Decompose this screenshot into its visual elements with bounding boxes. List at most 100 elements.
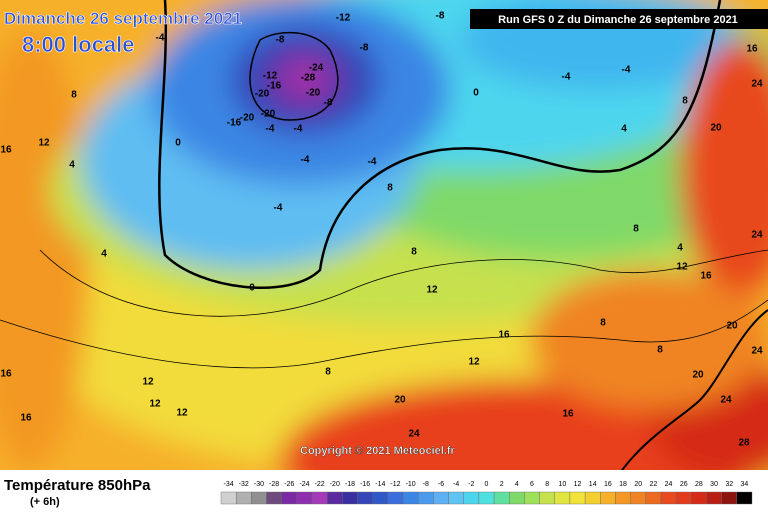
scale-swatch — [660, 491, 677, 505]
contour-label: -4 — [274, 203, 283, 214]
forecast-step: (+ 6h) — [30, 496, 60, 508]
scale-swatch — [645, 491, 662, 505]
contour-label: -4 — [622, 65, 631, 76]
contour-label: 8 — [600, 318, 606, 329]
scale-swatch — [691, 491, 707, 505]
contour-label: 16 — [0, 369, 12, 380]
scale-label: -28 — [269, 481, 279, 488]
contour-label: 8 — [657, 345, 663, 356]
scale-label: 16 — [604, 481, 612, 488]
scale-label: 4 — [515, 481, 519, 488]
scale-swatch — [675, 491, 692, 505]
contour-label: -20 — [306, 88, 321, 99]
contour-label: 8 — [387, 183, 393, 194]
scale-swatch — [357, 491, 373, 505]
contour-label: 16 — [700, 271, 712, 282]
contour-label: 16 — [498, 330, 510, 341]
scale-swatch — [478, 491, 495, 505]
date-title: Dimanche 26 septembre 2021 — [4, 9, 242, 28]
contour-label: -8 — [324, 98, 333, 109]
contour-label: 24 — [751, 230, 763, 241]
run-box — [470, 9, 768, 29]
scale-swatch — [706, 491, 722, 505]
scale-swatch — [721, 491, 738, 505]
scale-swatch — [251, 491, 267, 505]
contour-label: -4 — [266, 124, 275, 135]
contour-label: 12 — [426, 285, 438, 296]
local-time: 8:00 locale — [22, 32, 135, 57]
contour-label: -12 — [263, 71, 278, 82]
scale-label: 32 — [725, 481, 733, 488]
scale-swatch — [281, 491, 298, 505]
scale-swatch — [433, 491, 449, 505]
contour-label: 8 — [682, 96, 688, 107]
scale-swatch — [539, 491, 555, 505]
scale-label: 6 — [530, 481, 534, 488]
footer-bar — [0, 470, 768, 512]
contour-label: 24 — [720, 395, 732, 406]
scale-label: 0 — [485, 481, 489, 488]
scale-swatch — [736, 491, 753, 505]
contour-label: 12 — [149, 399, 161, 410]
contour-label: 8 — [633, 224, 639, 235]
contour-label: 12 — [176, 408, 188, 419]
contour-label: 20 — [710, 123, 722, 134]
scale-label: 24 — [665, 481, 673, 488]
contour-label: -20 — [255, 89, 270, 100]
contour-label: 20 — [726, 321, 738, 332]
scale-swatch — [342, 491, 358, 505]
scale-label: 34 — [741, 481, 749, 488]
contour-labels: -4 -8-12-8-24-28-12-16-20 -20-16-20 -20-8-4… — [0, 11, 763, 449]
contour-label: 16 — [562, 409, 574, 420]
scale-swatch — [402, 491, 419, 505]
contour-label: 20 — [394, 395, 406, 406]
scale-swatch — [554, 491, 571, 505]
contour-label: -8 — [436, 11, 445, 22]
contour-label: -28 — [301, 73, 316, 84]
scale-label: 28 — [695, 481, 703, 488]
scale-swatch — [493, 491, 510, 505]
scale-swatch — [266, 491, 282, 505]
contour-label: -8 — [360, 43, 369, 54]
scale-label: -22 — [315, 481, 325, 488]
contour-label: 0 — [249, 283, 255, 294]
contour-label: 24 — [751, 346, 763, 357]
contour-label: -4 — [301, 155, 310, 166]
contour-label: 4 — [621, 124, 627, 135]
scale-label: -16 — [360, 481, 370, 488]
contour-label: 8 — [325, 367, 331, 378]
contour-label: -4 — [156, 33, 165, 44]
scale-swatch — [311, 491, 328, 505]
scale-swatch — [524, 491, 540, 505]
scale-label: 26 — [680, 481, 688, 488]
scale-swatch — [448, 491, 464, 505]
contour-label: 24 — [751, 79, 763, 90]
contour-label: 16 — [0, 145, 12, 156]
scale-label: 30 — [710, 481, 718, 488]
contour-label: -24 — [309, 63, 324, 74]
scale-label: -20 — [330, 481, 340, 488]
scale-label: -2 — [468, 481, 474, 488]
contour-label: 12 — [142, 377, 154, 388]
contour-label: 0 — [175, 138, 181, 149]
scale-label: 2 — [500, 481, 504, 488]
scale-label: 22 — [649, 481, 657, 488]
scale-swatch — [418, 491, 434, 505]
color-scale: -34 -32 -30 -28 -26 -24 -22 -20 -18 -16 -14 -12 -10-… — [220, 481, 753, 505]
contour-label: 12 — [676, 262, 688, 273]
run-info: Run GFS 0 Z du Dimanche 26 septembre 202… — [498, 14, 738, 26]
scale-label: -34 — [224, 481, 234, 488]
scale-swatch — [372, 491, 389, 505]
scale-label: 18 — [619, 481, 627, 488]
scale-label: -30 — [254, 481, 264, 488]
contour-label: 24 — [408, 429, 420, 440]
scale-swatch — [615, 491, 631, 505]
contour-label: -16 — [227, 118, 242, 129]
contour-label: 20 — [692, 370, 704, 381]
contour-label: -4 — [368, 157, 377, 168]
scale-label: -4 — [453, 481, 459, 488]
contour-label: 4 — [69, 160, 75, 171]
